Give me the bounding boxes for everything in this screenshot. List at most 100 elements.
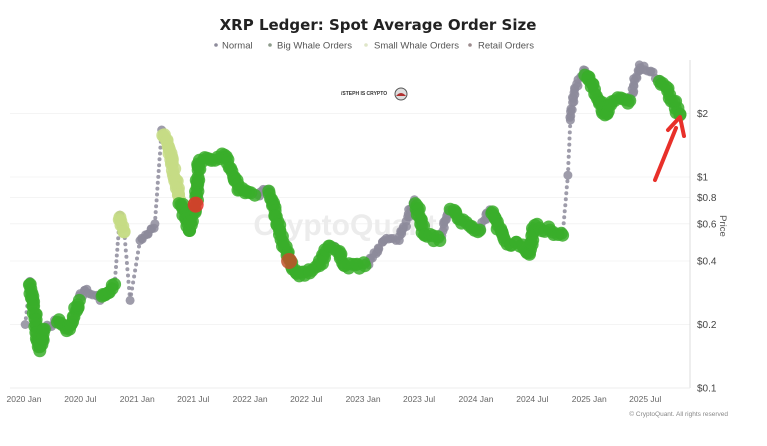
data-point-normal bbox=[23, 316, 28, 321]
data-point-normal bbox=[135, 256, 139, 261]
data-point-normal bbox=[115, 241, 120, 246]
data-point-normal bbox=[563, 203, 568, 208]
data-point-normal bbox=[127, 286, 131, 290]
legend-label-big-whale: Big Whale Orders bbox=[277, 41, 352, 52]
x-tick-label: 2022 Jul bbox=[290, 394, 322, 404]
data-point-big bbox=[623, 94, 637, 108]
legend-marker-normal bbox=[214, 43, 218, 47]
chart-title: XRP Ledger: Spot Average Order Size bbox=[220, 16, 537, 34]
data-point-retail bbox=[187, 196, 204, 213]
y-tick-label: $2 bbox=[697, 109, 709, 120]
logo-text: /STEPH IS CRYPTO bbox=[341, 91, 387, 97]
data-point-normal bbox=[565, 179, 570, 184]
data-point-normal bbox=[563, 170, 573, 180]
data-point-small bbox=[117, 225, 131, 239]
x-tick-label: 2023 Jan bbox=[346, 394, 381, 404]
data-point-normal bbox=[113, 270, 118, 275]
data-point-big bbox=[72, 293, 86, 307]
y-tick-label: $0.2 bbox=[697, 320, 717, 331]
data-point-normal bbox=[131, 280, 136, 285]
y-tick-label: $1 bbox=[697, 173, 709, 184]
data-point-normal bbox=[563, 197, 568, 202]
data-point-normal bbox=[564, 191, 569, 196]
legend-marker-small-whale bbox=[364, 43, 368, 47]
legend-item-big-whale[interactable]: Big Whale Orders bbox=[268, 41, 352, 52]
data-point-big bbox=[108, 277, 122, 291]
data-point-normal bbox=[126, 273, 130, 278]
x-axis-ticks: 2020 Jan 2020 Jul 2021 Jan 2021 Jul 2022 Jan… bbox=[7, 394, 662, 404]
x-tick-label: 2021 Jan bbox=[120, 394, 155, 404]
data-point-big bbox=[556, 228, 570, 242]
data-point-normal bbox=[153, 215, 158, 220]
data-point-normal bbox=[567, 105, 577, 115]
y-tick-label: $0.1 bbox=[697, 384, 717, 395]
x-tick-label: 2024 Jul bbox=[516, 394, 548, 404]
data-points bbox=[20, 60, 687, 358]
y-tick-label: $0.8 bbox=[697, 193, 717, 204]
data-point-normal bbox=[155, 186, 160, 191]
legend-marker-retail bbox=[468, 43, 472, 47]
y-tick-label: $0.6 bbox=[697, 219, 717, 230]
data-point-normal bbox=[137, 244, 141, 249]
data-point-normal bbox=[133, 268, 138, 273]
x-tick-label: 2025 Jan bbox=[572, 394, 607, 404]
data-point-normal bbox=[125, 267, 130, 272]
data-point-normal bbox=[150, 219, 160, 229]
data-point-normal bbox=[124, 254, 129, 259]
data-point-normal bbox=[136, 250, 140, 255]
data-point-big bbox=[433, 234, 447, 247]
legend-marker-big-whale bbox=[268, 43, 272, 47]
legend: Normal Big Whale Orders Small Whale Orde… bbox=[214, 41, 534, 52]
data-point-normal bbox=[566, 167, 571, 172]
data-point-normal bbox=[567, 136, 572, 141]
x-tick-label: 2022 Jan bbox=[233, 394, 268, 404]
copyright-credit: © CryptoQuant. All rights reserved bbox=[629, 410, 728, 418]
x-tick-label: 2023 Jul bbox=[403, 394, 435, 404]
data-point-normal bbox=[562, 215, 567, 220]
data-point-normal bbox=[561, 221, 566, 226]
data-point-normal bbox=[567, 142, 572, 147]
x-tick-label: 2020 Jan bbox=[7, 394, 42, 404]
data-point-normal bbox=[20, 320, 30, 329]
logo: /STEPH IS CRYPTO bbox=[341, 87, 408, 101]
annotation-arrow bbox=[653, 115, 686, 182]
data-point-big bbox=[37, 322, 51, 336]
data-point-big bbox=[248, 188, 262, 202]
data-point-normal bbox=[155, 192, 159, 197]
data-point-normal bbox=[116, 236, 121, 241]
legend-item-small-whale[interactable]: Small Whale Orders bbox=[364, 41, 459, 52]
data-point-big bbox=[358, 259, 372, 273]
data-point-normal bbox=[562, 209, 567, 214]
legend-item-retail[interactable]: Retail Orders bbox=[468, 41, 534, 52]
data-point-normal bbox=[123, 242, 128, 247]
legend-label-small-whale: Small Whale Orders bbox=[374, 41, 459, 52]
data-point-normal bbox=[564, 185, 569, 190]
data-point-normal bbox=[125, 295, 135, 305]
data-point-normal bbox=[132, 274, 137, 279]
data-point-normal bbox=[566, 161, 571, 165]
data-point-normal bbox=[114, 259, 119, 264]
data-point-big bbox=[473, 223, 487, 237]
data-point-normal bbox=[154, 198, 159, 203]
x-tick-label: 2020 Jul bbox=[64, 394, 96, 404]
data-point-normal bbox=[155, 180, 160, 185]
data-point-normal bbox=[567, 148, 571, 153]
data-point-normal bbox=[158, 151, 162, 156]
data-point-normal bbox=[114, 253, 119, 258]
y-axis-label: Price bbox=[717, 215, 728, 237]
data-point-normal bbox=[567, 130, 572, 135]
data-point-normal bbox=[568, 124, 573, 129]
data-point-normal bbox=[154, 204, 159, 209]
y-tick-label: $0.4 bbox=[697, 256, 717, 267]
legend-label-retail: Retail Orders bbox=[478, 41, 534, 52]
gridlines bbox=[10, 112, 690, 389]
legend-item-normal[interactable]: Normal bbox=[214, 41, 253, 52]
data-point-normal bbox=[158, 145, 163, 150]
data-point-normal bbox=[129, 292, 134, 297]
data-point-normal bbox=[157, 157, 162, 162]
legend-label-normal: Normal bbox=[222, 41, 253, 52]
data-point-retail bbox=[281, 253, 298, 269]
x-tick-label: 2024 Jan bbox=[459, 394, 494, 404]
data-point-normal bbox=[130, 286, 135, 291]
